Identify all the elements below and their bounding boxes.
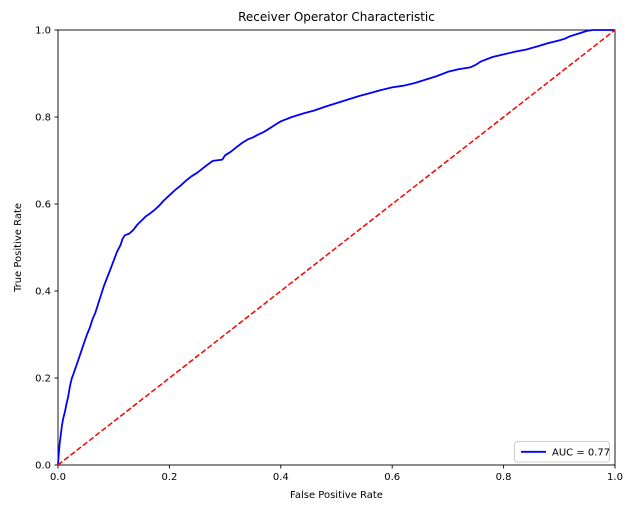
legend-box xyxy=(514,441,610,463)
y-tick-label: 0.4 xyxy=(35,287,51,298)
x-tick-label: 0.4 xyxy=(273,472,289,483)
x-axis-ticks: 0.0 0.2 0.4 0.6 0.8 1.0 xyxy=(50,465,623,483)
y-tick-label: 0.8 xyxy=(35,113,51,124)
chart-title: Receiver Operator Characteristic xyxy=(238,10,435,24)
x-axis-label: False Positive Rate xyxy=(290,490,383,501)
x-tick-label: 0.8 xyxy=(496,472,512,483)
y-axis-ticks: 0.0 0.2 0.4 0.6 0.8 1.0 xyxy=(35,26,58,472)
y-tick-label: 0.6 xyxy=(35,200,51,211)
roc-curve xyxy=(57,29,615,466)
y-tick-label: 0.0 xyxy=(35,461,51,472)
x-tick-label: 0.2 xyxy=(161,472,177,483)
x-tick-label: 0.6 xyxy=(384,472,400,483)
x-tick-label: 0.0 xyxy=(50,472,66,483)
x-tick-label: 1.0 xyxy=(607,472,623,483)
y-tick-label: 0.2 xyxy=(35,374,51,385)
chance-diagonal xyxy=(57,29,616,466)
y-tick-label: 1.0 xyxy=(35,26,51,37)
legend-label: AUC = 0.77 xyxy=(552,447,610,458)
y-axis-label: True Positive Rate xyxy=(13,203,24,293)
series-layer xyxy=(57,29,616,466)
legend: AUC = 0.77 xyxy=(514,441,610,463)
